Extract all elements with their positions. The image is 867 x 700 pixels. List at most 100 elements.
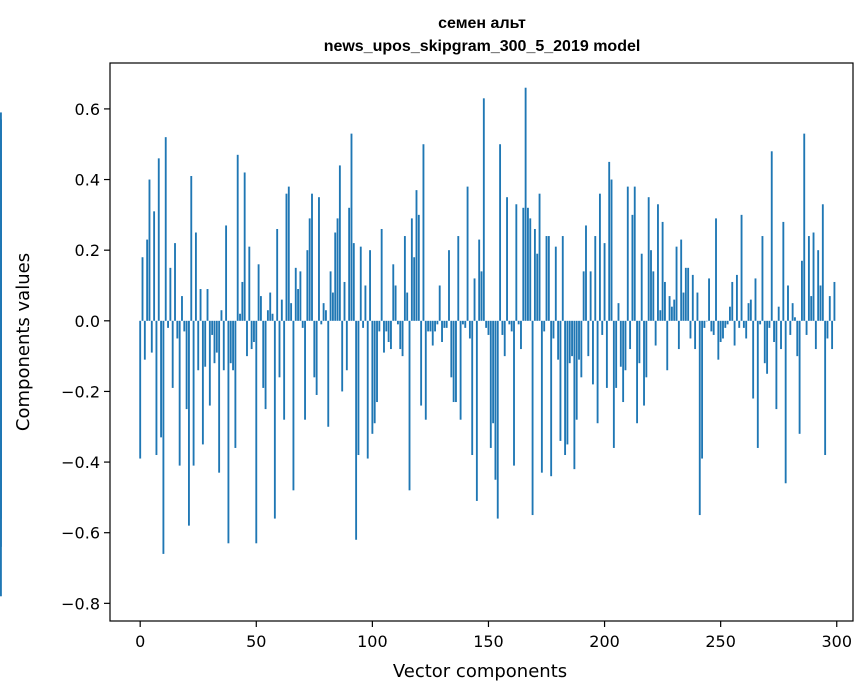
bar	[496, 320, 499, 519]
bar	[664, 281, 666, 321]
bar	[429, 320, 432, 332]
bar	[636, 320, 638, 424]
plot-frame	[109, 62, 854, 622]
bar	[824, 320, 827, 456]
bar	[726, 320, 729, 325]
bar	[638, 320, 641, 364]
bar	[273, 320, 276, 519]
bar	[406, 292, 409, 321]
bar	[536, 253, 539, 321]
bar	[805, 320, 808, 335]
bar	[366, 320, 369, 459]
bar	[257, 264, 260, 321]
bar	[250, 320, 253, 350]
bar	[592, 320, 594, 385]
bar-series	[0, 87, 836, 597]
bar	[345, 320, 348, 371]
bar	[513, 320, 515, 466]
bar	[304, 320, 306, 420]
bar	[141, 257, 144, 321]
bar	[754, 278, 757, 321]
bar	[153, 211, 156, 321]
bar	[554, 246, 557, 321]
bar	[478, 239, 481, 321]
bar	[550, 320, 553, 477]
bar	[373, 320, 376, 424]
x-tick-label: 150	[473, 632, 504, 651]
bar	[582, 271, 585, 321]
bar	[752, 320, 755, 399]
bar	[455, 320, 457, 403]
bar	[631, 214, 634, 321]
bar	[160, 320, 163, 438]
bar	[473, 278, 476, 321]
bar	[731, 281, 734, 321]
bar	[369, 250, 371, 321]
bar	[278, 320, 281, 378]
bar	[780, 320, 782, 350]
bar	[401, 320, 404, 357]
y-tick-label: −0.6	[61, 524, 100, 543]
bar	[399, 320, 402, 350]
bar	[545, 236, 548, 321]
x-tick-label: 0	[135, 632, 145, 651]
bar	[712, 320, 715, 335]
bar	[434, 320, 436, 332]
bar	[471, 320, 474, 456]
bar	[791, 303, 794, 321]
bar	[717, 320, 720, 360]
bar	[798, 320, 801, 434]
bar	[494, 320, 497, 480]
bar	[464, 320, 467, 328]
bar	[181, 296, 183, 321]
bar	[322, 303, 325, 321]
x-tick-label: 200	[589, 632, 620, 651]
bar	[215, 320, 218, 353]
bar	[596, 320, 599, 424]
bar	[696, 292, 699, 321]
bar	[359, 246, 362, 321]
bar	[506, 197, 508, 321]
bar	[673, 299, 676, 321]
bar	[508, 320, 511, 325]
bar	[724, 320, 727, 328]
bar	[735, 274, 738, 321]
bar	[385, 320, 388, 332]
y-tick-label: 0.6	[75, 100, 100, 119]
bar	[253, 320, 255, 342]
bar	[222, 320, 225, 371]
bar	[0, 320, 2, 406]
bar	[390, 320, 392, 350]
bar	[522, 207, 525, 321]
bar	[441, 320, 443, 342]
bar	[666, 320, 669, 371]
bar	[643, 320, 645, 406]
bar	[675, 246, 678, 321]
bar	[650, 250, 652, 321]
bar	[206, 289, 209, 321]
bar	[485, 320, 488, 328]
bar	[761, 236, 764, 321]
bar	[246, 320, 248, 357]
bar	[619, 320, 622, 367]
bar	[601, 320, 604, 335]
bar	[578, 320, 580, 360]
bar	[420, 320, 423, 406]
bar	[403, 236, 406, 321]
bar	[311, 193, 313, 321]
bar	[183, 320, 186, 332]
bar	[573, 320, 576, 470]
bar	[492, 320, 495, 424]
bar	[376, 320, 378, 403]
bar	[559, 320, 562, 441]
bar	[396, 320, 399, 325]
bar	[487, 320, 490, 335]
bar	[803, 133, 806, 321]
bar	[624, 320, 627, 371]
bar	[285, 193, 288, 321]
bar	[431, 320, 434, 346]
bar	[341, 320, 344, 392]
y-axis-ticks: 0.6 0.4 0.2 0.0 −0.2 −0.4 −0.6 −0.8	[61, 100, 110, 613]
bar	[338, 165, 341, 321]
bar	[768, 320, 771, 328]
